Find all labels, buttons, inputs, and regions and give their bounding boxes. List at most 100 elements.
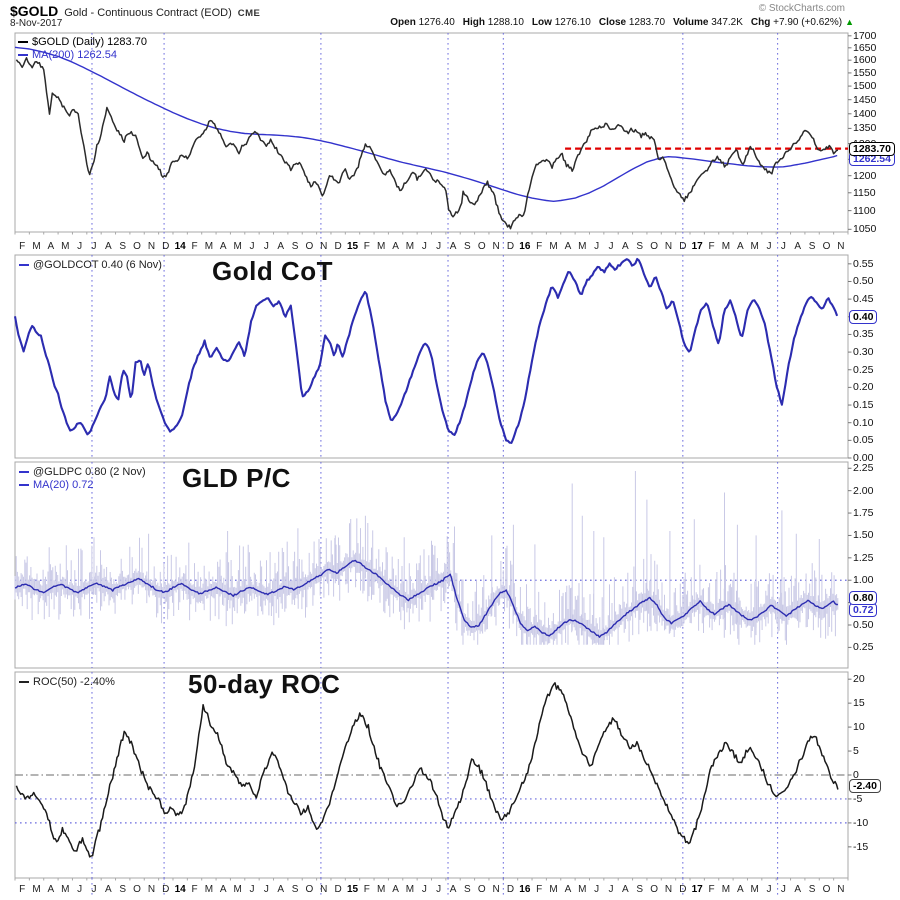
month-label: F (191, 884, 198, 895)
y-axis-label: 2.25 (853, 462, 874, 475)
quote-value: 1276.40 (415, 17, 455, 28)
month-label: F (363, 884, 370, 895)
y-axis-label: 1500 (853, 80, 877, 93)
roc-panel-title: 50-day ROC (188, 669, 341, 699)
y-axis-label: 0.05 (853, 434, 874, 447)
pc-panel-legend: @GLDPC 0.80 (2 Nov) MA(20) 0.72 (19, 466, 146, 492)
month-label: N (664, 884, 673, 895)
month-label: J (608, 884, 614, 895)
month-label: A (449, 241, 457, 252)
quote-label: Low (531, 17, 552, 28)
legend-label: $GOLD (Daily) 1283.70 (32, 36, 147, 48)
month-label: 16 (519, 241, 531, 252)
copyright-label: © StockCharts.com (758, 3, 845, 14)
y-axis-label: 5 (853, 745, 859, 758)
month-label: J (77, 884, 83, 895)
month-label: A (449, 884, 457, 895)
month-label: M (721, 241, 731, 252)
quote-value: 1276.10 (551, 17, 591, 28)
y-axis-label: 0.55 (853, 257, 874, 270)
month-label: M (721, 884, 731, 895)
month-label: M (377, 884, 386, 895)
month-label: 16 (519, 884, 531, 895)
change-up-arrow-icon: ▲ (845, 17, 854, 27)
quote-label: High (462, 17, 485, 28)
month-label: N (320, 884, 328, 895)
month-label: O (133, 884, 141, 895)
y-axis-label: 0.25 (853, 641, 874, 654)
month-label: S (291, 884, 299, 895)
y-axis-label: 2.00 (853, 484, 874, 497)
month-label: A (219, 884, 227, 895)
month-label: A (219, 241, 227, 252)
y-axis-label: 15 (853, 697, 865, 710)
month-label: S (808, 241, 816, 252)
y-axis-label: 0.15 (853, 399, 874, 412)
month-label: M (233, 241, 242, 252)
month-label: M (204, 241, 214, 252)
legend-label: @GOLDCOT 0.40 (6 Nov) (33, 259, 162, 271)
month-label: D (162, 241, 170, 252)
month-label: O (305, 884, 314, 895)
y-axis-label: 1050 (853, 223, 877, 236)
month-label: O (133, 241, 141, 252)
panel-border-gld-pc (14, 461, 849, 669)
month-label: J (780, 241, 786, 252)
month-label: 17 (691, 241, 703, 252)
month-label: J (263, 241, 269, 252)
month-label: A (277, 241, 285, 252)
y-axis-label: 1450 (853, 93, 877, 106)
month-label: J (766, 884, 772, 895)
month-label: F (363, 241, 370, 252)
pc-panel-title: GLD P/C (182, 463, 291, 493)
legend-label: MA(20) 0.72 (33, 479, 94, 491)
axis-value-box-gld-pc: 0.80 (849, 591, 878, 606)
month-label: F (708, 241, 715, 252)
month-label: S (119, 884, 127, 895)
month-label: A (47, 241, 55, 252)
legend-label: @GLDPC 0.80 (2 Nov) (33, 466, 146, 478)
quote-label: Open (390, 17, 416, 28)
month-label: J (766, 241, 772, 252)
month-label: S (119, 241, 127, 252)
y-axis-label: 20 (853, 673, 865, 686)
month-label: O (650, 884, 658, 895)
legend-item: MA(200) 1262.54 (18, 49, 147, 61)
panel-border-gold-cot (14, 254, 849, 459)
month-label: A (105, 884, 112, 895)
month-label: J (436, 241, 442, 252)
axis-value-box-roc: -2.40 (849, 779, 881, 794)
month-label: F (536, 241, 543, 252)
y-axis-label: 1.25 (853, 551, 874, 564)
month-label: M (405, 241, 415, 252)
month-label: M (377, 241, 386, 252)
month-label: 14 (174, 241, 186, 252)
series-$GOLD (15, 57, 839, 230)
month-label: J (436, 884, 442, 895)
month-label: N (837, 884, 845, 895)
month-label: J (249, 241, 255, 252)
y-axis-label: -10 (853, 816, 869, 829)
axis-value-box-price: 1283.70 (849, 141, 895, 156)
month-label: M (578, 884, 587, 895)
month-label: J (421, 884, 427, 895)
exchange-label: CME (237, 8, 261, 19)
legend-label: MA(200) 1262.54 (32, 49, 117, 61)
month-label: 15 (346, 241, 359, 252)
month-label: N (147, 241, 156, 252)
y-axis-label: -5 (853, 792, 863, 805)
month-label: N (837, 241, 845, 252)
month-label: S (291, 241, 299, 252)
month-label: D (679, 241, 687, 252)
month-label: O (305, 241, 314, 252)
month-label: O (822, 884, 831, 895)
axis-value-box-gold-cot: 0.40 (849, 309, 878, 324)
cot-panel-title: Gold CoT (212, 256, 333, 286)
y-axis-label: 0.50 (853, 619, 874, 631)
month-label: S (808, 884, 816, 895)
y-axis-label: 0.45 (853, 293, 874, 306)
y-axis-label: 0.30 (853, 346, 874, 359)
month-label: M (32, 241, 41, 252)
month-label: N (147, 884, 156, 895)
month-label: D (162, 884, 170, 895)
